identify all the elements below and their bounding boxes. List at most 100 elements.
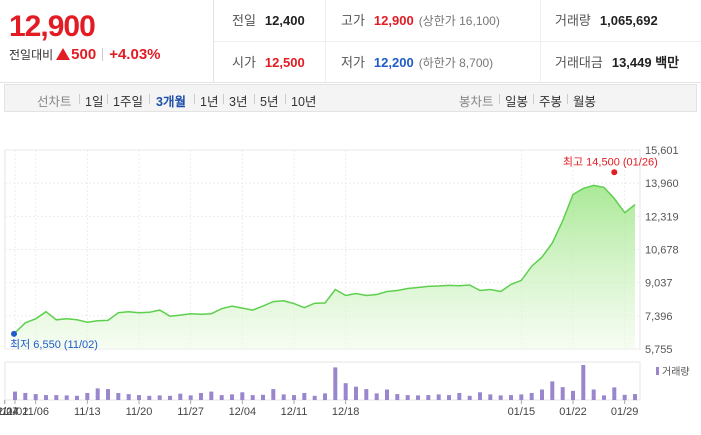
x-tick-label: 11/20 — [126, 406, 153, 418]
tab-10y[interactable]: 10년 — [291, 95, 317, 109]
divider — [194, 94, 195, 104]
max-point — [611, 169, 618, 176]
volume-bar — [519, 394, 524, 400]
volume-bar — [343, 383, 348, 400]
volume-bar — [261, 394, 265, 401]
volume-bar — [591, 389, 596, 400]
tab-monthly[interactable]: 월봉 — [573, 95, 597, 109]
stat-label: 시가 — [232, 55, 256, 70]
volume-bar — [44, 395, 48, 400]
price-area-fill — [15, 185, 635, 349]
divider — [254, 94, 255, 104]
current-price: 12,900 — [9, 10, 96, 43]
x-tick-label: 01/15 — [508, 406, 536, 418]
volume-bar — [302, 393, 307, 400]
volume-bar — [64, 395, 69, 400]
volume-bar — [157, 395, 162, 400]
y-axis-labels: 15,601 13,960 12,319 10,678 9,037 7,396 5,755 — [645, 145, 679, 356]
volume-bar — [240, 392, 245, 400]
change-percent: +4.03% — [109, 46, 161, 63]
tab-1y[interactable]: 1년 — [200, 95, 219, 109]
volume-bar — [33, 394, 38, 401]
volume-bar — [75, 395, 79, 400]
divider — [214, 41, 701, 42]
stat-amount: 거래대금 13,449 백만 — [555, 52, 679, 71]
stat-sub: (상한가 16,100) — [418, 14, 500, 28]
volume-bar — [116, 393, 121, 400]
stat-open: 시가 12,500 — [232, 52, 305, 71]
x-tick-label: 11/02 — [2, 406, 29, 418]
volume-bar — [540, 389, 544, 400]
volume-bar — [602, 395, 606, 400]
volume-bar — [230, 394, 234, 400]
volume-bar — [498, 395, 503, 400]
x-tick-label: 12/04 — [229, 406, 257, 418]
volume-bar — [612, 387, 617, 400]
volume-bar — [478, 392, 482, 400]
price-area-layer — [14, 184, 636, 349]
divider — [567, 94, 568, 104]
volume-bar — [312, 395, 317, 400]
divider — [540, 0, 541, 82]
volume-bar — [457, 393, 462, 400]
volume-bar — [385, 389, 389, 400]
y-tick-label: 15,601 — [645, 145, 679, 157]
x-tick-label: 11/13 — [74, 406, 101, 418]
divider — [79, 94, 80, 104]
volume-bar — [633, 394, 637, 401]
y-tick-label: 13,960 — [645, 178, 679, 190]
chart-tabs: 선차트 1일 1주일 3개월 1년 3년 5년 10년 봉차트 일봉 주봉 월봉 — [4, 84, 697, 112]
volume-bar — [405, 395, 410, 400]
divider — [285, 94, 286, 104]
stat-label: 거래대금 — [555, 55, 603, 70]
tab-weekly[interactable]: 주봉 — [539, 95, 563, 109]
volume-bar — [126, 394, 131, 401]
tab-3y[interactable]: 3년 — [229, 95, 248, 109]
divider — [499, 94, 500, 104]
change-label: 전일대비 — [9, 48, 54, 62]
stat-prev-close: 전일 12,400 — [232, 10, 305, 29]
volume-bar — [447, 395, 451, 400]
volume-bar — [560, 387, 565, 400]
volume-bars: 거래량 — [13, 365, 690, 401]
tab-1w[interactable]: 1주일 — [113, 95, 143, 109]
y-tick-label: 5,755 — [645, 344, 673, 356]
price-summary: 12,900 전일대비 500 +4.03% — [0, 0, 214, 82]
candle-chart-label: 봉차트 — [459, 95, 494, 109]
volume-bar — [509, 395, 513, 400]
volume-bar — [550, 381, 555, 400]
tab-5y[interactable]: 5년 — [260, 95, 279, 109]
stat-label: 고가 — [341, 13, 365, 28]
stats-grid: 전일 12,400 고가 12,900 (상한가 16,100) 거래량 1,065,6… — [214, 0, 701, 82]
max-label: 최고 14,500 (01/26) — [563, 155, 658, 168]
volume-bar — [106, 389, 110, 400]
volume-bar — [374, 393, 379, 401]
x-tick-label: 12/24 — [0, 406, 18, 418]
volume-bar — [281, 394, 286, 400]
x-tick-label: 11/06 — [22, 406, 49, 418]
min-label: 최저 6,550 (11/02) — [10, 338, 98, 351]
y-tick-label: 12,319 — [645, 211, 679, 223]
tab-3m[interactable]: 3개월 — [156, 95, 186, 109]
volume-bar — [571, 390, 575, 400]
divider — [107, 94, 108, 104]
change-amount: 500 — [71, 46, 97, 63]
stat-volume: 거래량 1,065,692 — [555, 10, 658, 29]
divider — [102, 48, 104, 61]
stat-value: 12,500 — [264, 55, 305, 70]
volume-bar — [250, 395, 255, 400]
price-line — [14, 184, 636, 334]
stat-label: 거래량 — [555, 13, 591, 28]
tab-1d[interactable]: 1일 — [85, 95, 104, 109]
divider — [325, 0, 326, 82]
volume-bar — [271, 389, 276, 400]
tab-daily[interactable]: 일봉 — [505, 95, 529, 109]
quote-header: 12,900 전일대비 500 +4.03% 전일 12,400 고가 12,900 (상… — [0, 0, 701, 83]
volume-bar — [416, 395, 420, 400]
volume-bar — [147, 395, 152, 400]
stat-value: 12,900 — [373, 13, 414, 28]
x-tick-label: 12/18 — [332, 406, 360, 418]
volume-bar — [209, 391, 214, 400]
up-triangle-icon — [56, 48, 71, 60]
